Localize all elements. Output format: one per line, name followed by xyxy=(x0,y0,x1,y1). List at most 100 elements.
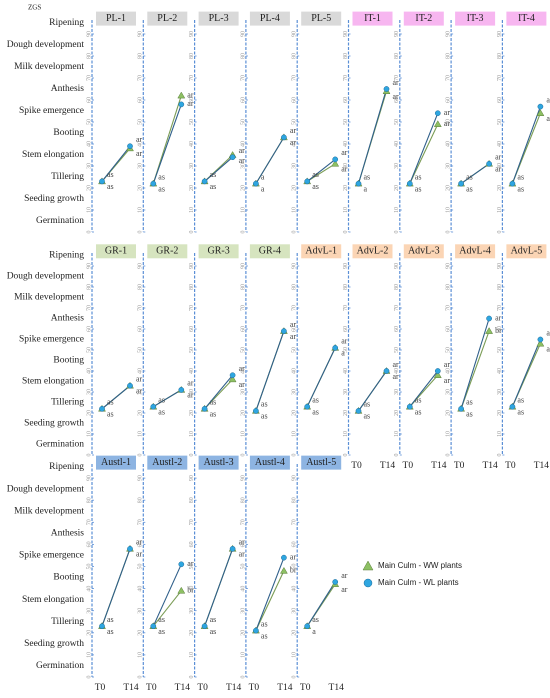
stage-label: Milk development xyxy=(14,293,84,303)
point-wl xyxy=(355,408,362,414)
y-tick-label: 80 xyxy=(138,284,144,290)
annotation: ar xyxy=(290,320,297,329)
y-tick-label: 70 xyxy=(189,305,195,311)
annotation: as xyxy=(107,170,114,179)
y-tick-label: 10 xyxy=(292,207,298,213)
point-wl xyxy=(253,180,259,187)
point-ww xyxy=(331,159,340,167)
y-tick-label: 90 xyxy=(86,475,92,481)
series-line xyxy=(460,163,490,185)
y-tick-label: 80 xyxy=(292,53,298,59)
stage-label: Booting xyxy=(53,573,84,583)
y-tick-label: 90 xyxy=(292,31,298,37)
y-tick-label: 60 xyxy=(240,541,246,547)
y-tick-label: 60 xyxy=(292,97,298,103)
annotation: as xyxy=(312,170,319,179)
panel-label-box xyxy=(198,244,239,259)
annotation: as xyxy=(517,396,524,405)
stage-label: Seeding growth xyxy=(24,639,84,649)
y-tick-label: 40 xyxy=(343,368,349,374)
y-tick-label: 30 xyxy=(189,389,195,395)
y-tick-label: 70 xyxy=(292,75,298,81)
series-line xyxy=(357,88,388,184)
annotation: ar xyxy=(546,95,550,104)
y-tick-label: 20 xyxy=(189,410,195,416)
annotation: as xyxy=(210,615,217,624)
y-tick-label: 10 xyxy=(189,431,195,437)
series-line xyxy=(460,318,490,409)
panel-label: Austl-1 xyxy=(101,457,131,468)
x-tick-label: T0 xyxy=(197,683,208,693)
point-wl xyxy=(304,403,311,410)
panel: 0 10 20 30 40 50 60 70 80 90 AdvL-4 T0 T14 as br as ar xyxy=(445,244,502,471)
annotation: as xyxy=(107,615,114,624)
y-tick-label: 50 xyxy=(138,119,144,125)
panel: 0 10 20 30 40 50 60 70 80 90 Austl-2 T0 T14 as br as ar xyxy=(138,455,194,693)
annotation: ar xyxy=(341,585,348,594)
point-wl xyxy=(486,315,492,322)
series-line xyxy=(101,145,131,182)
x-tick-label: T0 xyxy=(505,461,516,471)
annotation: ar xyxy=(393,372,400,381)
panel: 0 10 20 30 40 50 60 70 80 90 PL-4 a ar a ar xyxy=(240,11,296,234)
y-tick-label: 40 xyxy=(394,368,400,374)
annotation: as xyxy=(107,182,114,191)
x-tick-label: T0 xyxy=(146,683,157,693)
y-tick-label: 40 xyxy=(86,141,92,147)
panel-label-box xyxy=(249,455,290,470)
point-ww xyxy=(536,339,545,347)
panel-label: Austl-2 xyxy=(152,457,182,468)
panel: 0 10 20 30 40 50 60 70 80 90 Austl-1 T0 T14 as ar as ar xyxy=(86,455,143,693)
point-wl xyxy=(99,405,105,412)
y-tick-label: 20 xyxy=(86,410,92,416)
annotation: as xyxy=(261,619,268,628)
annotation: ar xyxy=(495,313,502,322)
annotation: ar xyxy=(136,149,143,158)
legend-label: Main Culm - WL plants xyxy=(378,578,459,587)
y-tick-label: 60 xyxy=(240,97,246,103)
y-tick-label: 90 xyxy=(86,263,92,269)
y-tick-label: 60 xyxy=(497,326,503,332)
y-tick-label: 90 xyxy=(394,31,400,37)
annotation: ar xyxy=(136,387,143,396)
annotation: ar xyxy=(546,328,550,337)
y-tick-label: 30 xyxy=(445,389,451,395)
y-tick-label: 50 xyxy=(138,347,144,353)
y-tick-label: 50 xyxy=(240,347,246,353)
stage-label: Tillering xyxy=(51,617,84,627)
annotation: a xyxy=(341,349,345,358)
point-wl xyxy=(406,180,413,187)
point-ww xyxy=(433,120,442,127)
annotation: as xyxy=(158,615,165,624)
y-tick-label: 50 xyxy=(292,347,298,353)
annotation: as xyxy=(210,627,217,636)
point-wl xyxy=(332,156,339,163)
y-tick-label: 90 xyxy=(343,31,349,37)
series-line xyxy=(101,385,131,410)
y-label: ZGS xyxy=(28,4,41,12)
panel-label-box xyxy=(352,244,393,259)
panel: 0 10 20 30 40 50 60 70 80 90 PL-5 as ar as ar xyxy=(292,11,348,234)
y-tick-label: 80 xyxy=(394,284,400,290)
panel-label: Austl-3 xyxy=(204,457,234,468)
stage-label: Germination xyxy=(36,440,84,450)
panel-label-box xyxy=(198,11,239,26)
annotation: ar xyxy=(239,156,246,165)
annotation: as xyxy=(415,172,422,181)
annotation: ar xyxy=(341,148,348,157)
y-tick-label: 20 xyxy=(445,185,451,191)
series-line xyxy=(255,570,285,631)
annotation: as xyxy=(312,396,319,405)
y-tick-label: 70 xyxy=(445,305,451,311)
annotation: ar xyxy=(495,165,502,174)
y-tick-label: 70 xyxy=(394,305,400,311)
annotation: a xyxy=(261,172,265,181)
point-wl xyxy=(537,103,544,110)
y-tick-label: 60 xyxy=(292,541,298,547)
y-tick-label: 90 xyxy=(138,31,144,37)
y-tick-label: 10 xyxy=(343,431,349,437)
annotation: ar xyxy=(393,360,400,369)
y-tick-label: 60 xyxy=(189,541,195,547)
annotation: ar xyxy=(239,538,246,547)
y-tick-label: 20 xyxy=(189,630,195,636)
